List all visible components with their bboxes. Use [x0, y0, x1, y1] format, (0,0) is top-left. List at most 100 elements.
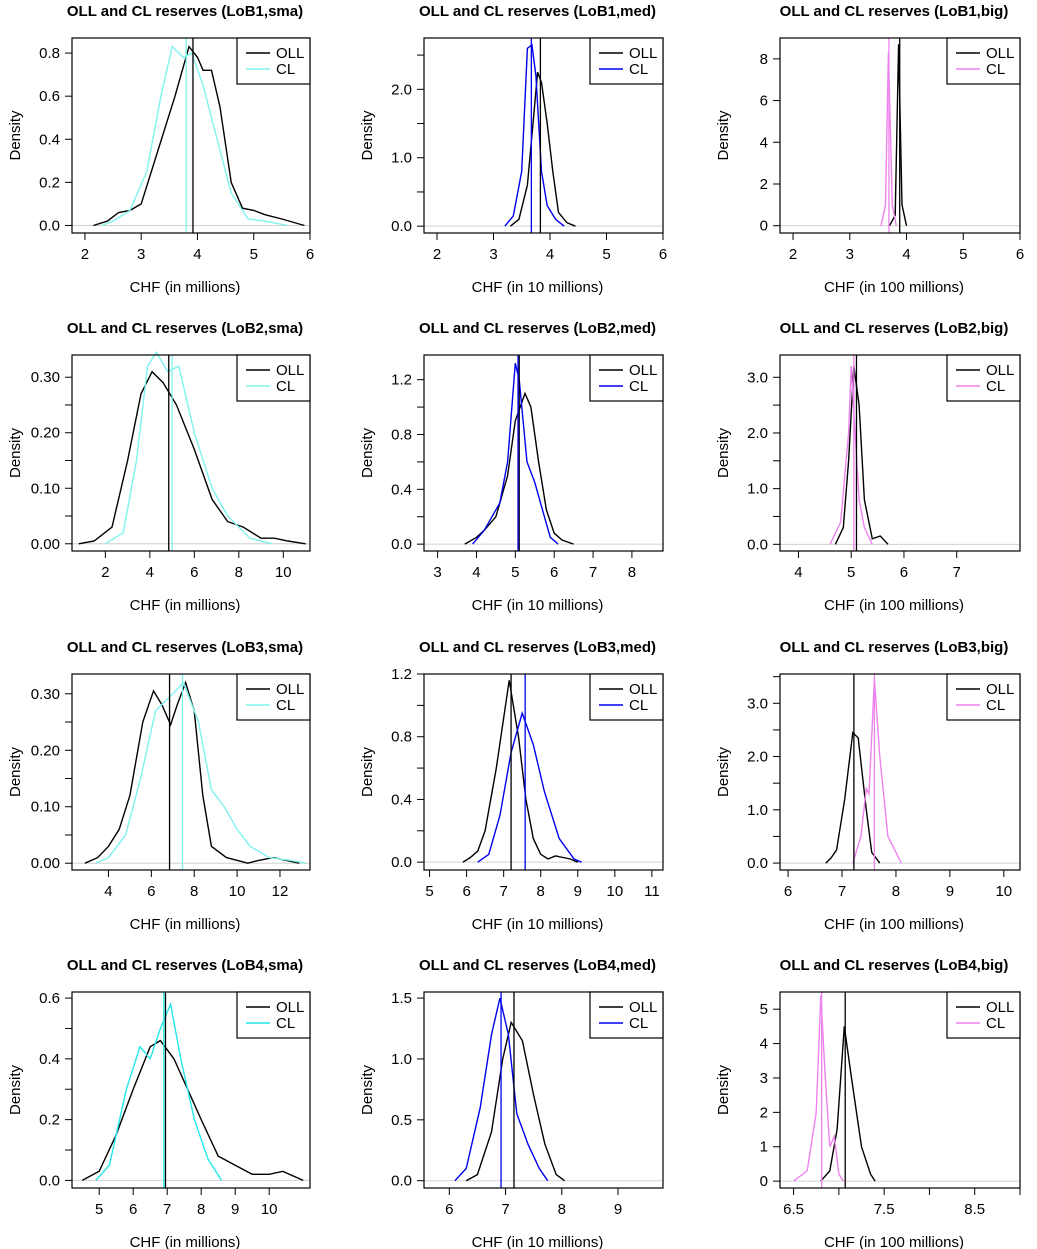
density-curve-oll — [825, 731, 881, 864]
plot-box — [423, 673, 664, 871]
panel-title: OLL and CL reserves (LoB1,big) — [780, 3, 1009, 20]
x-tick-label: 10 — [229, 883, 246, 900]
plot-box — [71, 673, 311, 871]
x-tick-label: 6.5 — [783, 1201, 804, 1218]
x-tick-label: 4 — [794, 564, 802, 581]
y-tick-label: 0.2 — [39, 174, 60, 191]
y-tick-label: 0.4 — [391, 481, 412, 498]
x-axis-label: CHF (in 100 millions) — [824, 916, 964, 933]
y-tick-label: 0.0 — [747, 536, 768, 553]
plot-box — [779, 673, 1021, 871]
x-tick-label: 6 — [1016, 246, 1024, 263]
x-tick-label: 5 — [95, 1201, 103, 1218]
y-tick-label: 2.0 — [747, 425, 768, 442]
x-tick-label: 8.5 — [964, 1201, 985, 1218]
density-panel: OLL and CL reserves (LoB1,med) 2 3 4 5 6 0.0 1.… — [359, 3, 667, 296]
y-axis-label: Density — [359, 1064, 376, 1115]
y-tick-label: 0.0 — [39, 217, 60, 234]
x-tick-label: 12 — [272, 883, 289, 900]
y-tick-label: 1.2 — [391, 666, 412, 683]
legend-label-oll: OLL — [986, 362, 1014, 379]
y-tick-label: 0 — [760, 1173, 768, 1190]
legend-label-oll: OLL — [986, 681, 1014, 698]
density-curve-cl — [472, 363, 559, 545]
panel-title: OLL and CL reserves (LoB2,big) — [780, 320, 1009, 337]
legend-label-oll: OLL — [986, 45, 1014, 62]
plot-box — [71, 991, 311, 1189]
legend-label-cl: CL — [629, 61, 648, 78]
legend-label-oll: OLL — [629, 45, 657, 62]
x-tick-label: 5 — [511, 564, 519, 581]
legend-box — [589, 991, 664, 1039]
y-tick-label: 2 — [760, 176, 768, 193]
density-curve-cl — [95, 681, 306, 864]
legend-box — [236, 673, 311, 721]
density-panel: OLL and CL reserves (LoB4,sma) 5 6 7 8 9 10 0.0… — [7, 957, 311, 1249]
legend-label-cl: CL — [629, 378, 648, 395]
x-tick-label: 4 — [472, 564, 480, 581]
legend-label-oll: OLL — [276, 45, 304, 62]
y-tick-label: 0.0 — [391, 1173, 412, 1190]
y-axis-label: Density — [715, 427, 732, 478]
plot-box — [423, 991, 664, 1189]
legend-label-cl: CL — [986, 697, 1005, 714]
y-tick-label: 1.0 — [747, 802, 768, 819]
panel-title: OLL and CL reserves (LoB4,big) — [780, 957, 1009, 974]
legend-label-oll: OLL — [629, 681, 657, 698]
x-axis-label: CHF (in millions) — [130, 1234, 241, 1249]
y-tick-label: 4 — [760, 1036, 768, 1053]
y-axis-label: Density — [359, 110, 376, 161]
x-axis-label: CHF (in 100 millions) — [824, 279, 964, 296]
legend-box — [589, 37, 664, 85]
legend-box — [946, 991, 1021, 1039]
x-axis-label: CHF (in 100 millions) — [824, 1234, 964, 1249]
panel-title: OLL and CL reserves (LoB3,sma) — [67, 639, 303, 656]
y-tick-label: 0.0 — [391, 218, 412, 235]
x-tick-label: 10 — [275, 564, 292, 581]
legend-box — [589, 354, 664, 402]
y-tick-label: 0.20 — [31, 742, 60, 759]
x-tick-label: 6 — [900, 564, 908, 581]
x-tick-label: 8 — [892, 883, 900, 900]
plot-box — [71, 354, 311, 552]
density-curve-oll — [78, 370, 306, 545]
legend-label-oll: OLL — [629, 362, 657, 379]
panel-title: OLL and CL reserves (LoB1,sma) — [67, 3, 303, 20]
x-tick-label: 11 — [644, 883, 660, 900]
legend-box — [946, 673, 1021, 721]
y-tick-label: 4 — [760, 134, 768, 151]
x-tick-label: 7 — [499, 883, 507, 900]
x-axis-label: CHF (in 10 millions) — [472, 1234, 604, 1249]
legend-label-cl: CL — [986, 61, 1005, 78]
x-tick-label: 9 — [231, 1201, 239, 1218]
y-tick-label: 0 — [760, 218, 768, 235]
legend-label-oll: OLL — [276, 362, 304, 379]
y-tick-label: 3 — [760, 1070, 768, 1087]
x-tick-label: 7 — [501, 1201, 509, 1218]
density-curve-oll — [509, 71, 576, 227]
x-tick-label: 7 — [163, 1201, 171, 1218]
y-axis-label: Density — [715, 110, 732, 161]
x-tick-label: 2 — [433, 246, 441, 263]
panel-title: OLL and CL reserves (LoB4,sma) — [67, 957, 303, 974]
y-tick-label: 0.8 — [391, 426, 412, 443]
x-tick-label: 6 — [147, 883, 155, 900]
density-curve-cl — [477, 710, 582, 863]
x-axis-label: CHF (in millions) — [130, 916, 241, 933]
y-tick-label: 0.4 — [39, 131, 60, 148]
density-panel: OLL and CL reserves (LoB1,sma) 2 3 4 5 6 0.0 0.… — [7, 3, 314, 296]
y-axis-label: Density — [7, 427, 24, 478]
y-axis-label: Density — [715, 746, 732, 797]
density-curve-oll — [84, 680, 300, 864]
x-tick-label: 10 — [261, 1201, 278, 1218]
x-tick-label: 4 — [146, 564, 154, 581]
y-tick-label: 2.0 — [391, 81, 412, 98]
y-tick-label: 1.5 — [391, 990, 412, 1007]
x-tick-label: 6 — [306, 246, 314, 263]
panel-title: OLL and CL reserves (LoB3,big) — [780, 639, 1009, 656]
